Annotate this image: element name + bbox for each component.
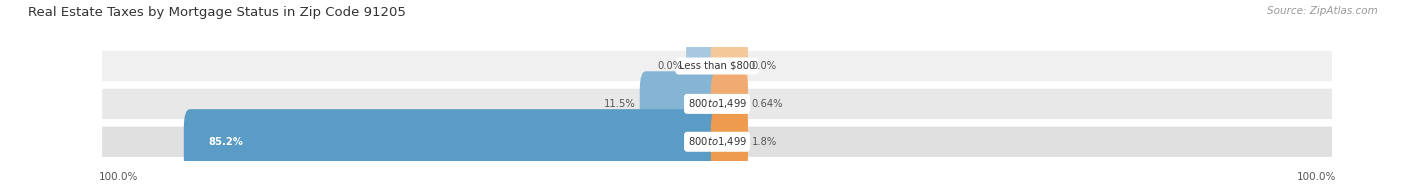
Text: 0.64%: 0.64% [752,99,783,109]
Text: 100.0%: 100.0% [98,172,138,182]
FancyBboxPatch shape [103,51,1331,81]
FancyBboxPatch shape [686,33,723,99]
FancyBboxPatch shape [711,33,748,99]
Text: $800 to $1,499: $800 to $1,499 [688,135,747,148]
Text: 0.0%: 0.0% [657,61,682,71]
FancyBboxPatch shape [103,89,1331,119]
FancyBboxPatch shape [711,109,748,174]
FancyBboxPatch shape [184,109,723,174]
Text: 85.2%: 85.2% [208,137,243,147]
Text: $800 to $1,499: $800 to $1,499 [688,97,747,110]
Text: 100.0%: 100.0% [1296,172,1336,182]
Text: 1.8%: 1.8% [752,137,778,147]
Text: Source: ZipAtlas.com: Source: ZipAtlas.com [1267,6,1378,16]
FancyBboxPatch shape [103,127,1331,157]
FancyBboxPatch shape [711,71,748,136]
FancyBboxPatch shape [640,71,723,136]
Text: Less than $800: Less than $800 [679,61,755,71]
Text: 0.0%: 0.0% [752,61,778,71]
Text: 11.5%: 11.5% [605,99,636,109]
Text: Real Estate Taxes by Mortgage Status in Zip Code 91205: Real Estate Taxes by Mortgage Status in … [28,6,406,19]
